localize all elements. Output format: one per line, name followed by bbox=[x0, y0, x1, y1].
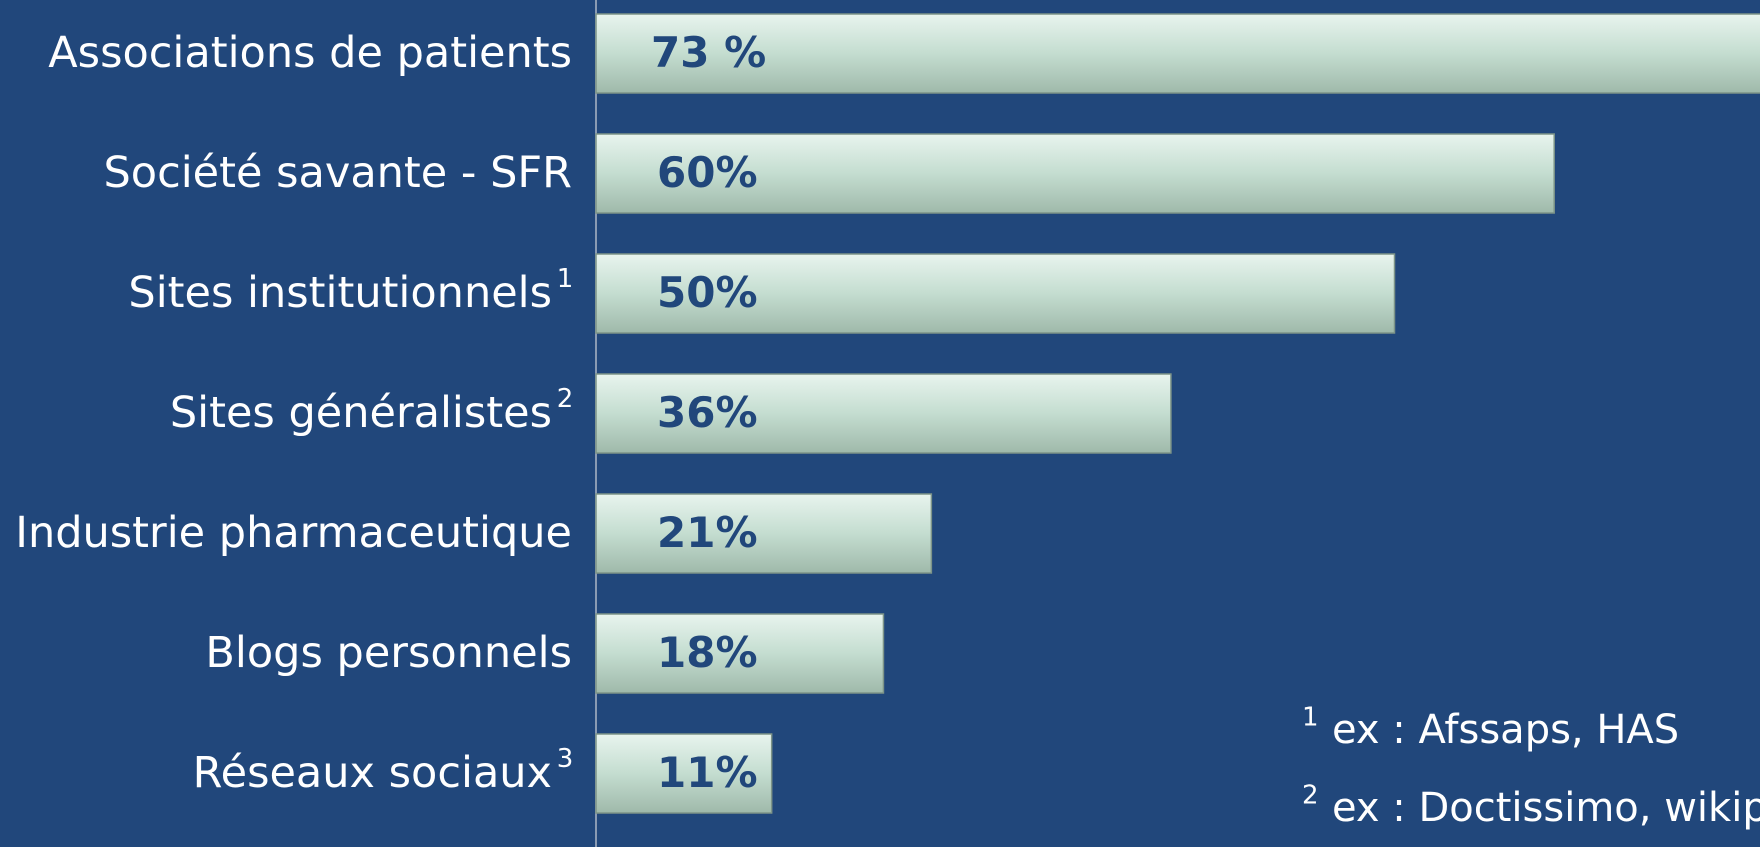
bar bbox=[595, 253, 1396, 334]
bar bbox=[595, 13, 1760, 94]
category-label: Société savante - SFR bbox=[103, 148, 572, 198]
footnote-text: ex : Doctissimo, wikipedia bbox=[1332, 785, 1760, 831]
bar bbox=[595, 733, 773, 814]
category-label: Industrie pharmaceutique bbox=[15, 508, 572, 558]
category-label: Blogs personnels bbox=[205, 628, 572, 678]
category-label: Sites institutionnels bbox=[128, 268, 552, 318]
footnote-text: ex : Afssaps, HAS bbox=[1332, 707, 1679, 753]
bar bbox=[595, 613, 885, 694]
bar bbox=[595, 373, 1172, 454]
category-note: 1 bbox=[557, 264, 574, 294]
category-note: 3 bbox=[557, 744, 574, 774]
category-label: Sites généralistes bbox=[170, 388, 552, 438]
value-label: 60% bbox=[657, 148, 758, 197]
value-label: 73 % bbox=[651, 28, 766, 77]
footnote-marker: 2 bbox=[1302, 781, 1319, 811]
category-label: Réseaux sociaux bbox=[193, 748, 552, 798]
bar bbox=[595, 133, 1555, 214]
value-label: 11% bbox=[657, 748, 758, 797]
value-label: 21% bbox=[657, 508, 758, 557]
bar bbox=[595, 493, 933, 574]
footnote-marker: 1 bbox=[1302, 703, 1319, 733]
value-label: 36% bbox=[657, 388, 758, 437]
category-label: Associations de patients bbox=[48, 28, 572, 78]
category-note: 2 bbox=[557, 384, 574, 414]
value-label: 18% bbox=[657, 628, 758, 677]
value-label: 50% bbox=[657, 268, 758, 317]
